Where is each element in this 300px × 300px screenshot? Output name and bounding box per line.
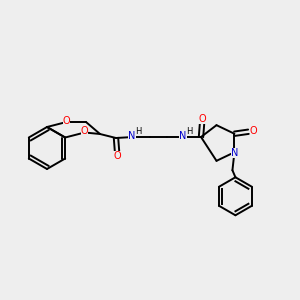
Text: O: O <box>63 116 70 126</box>
Text: O: O <box>81 127 88 136</box>
Text: O: O <box>198 114 206 124</box>
Text: N: N <box>128 131 136 141</box>
Text: H: H <box>186 127 192 136</box>
Text: O: O <box>250 126 257 136</box>
Text: N: N <box>231 148 238 158</box>
Text: N: N <box>179 131 187 141</box>
Text: H: H <box>135 127 141 136</box>
Text: O: O <box>113 151 121 161</box>
